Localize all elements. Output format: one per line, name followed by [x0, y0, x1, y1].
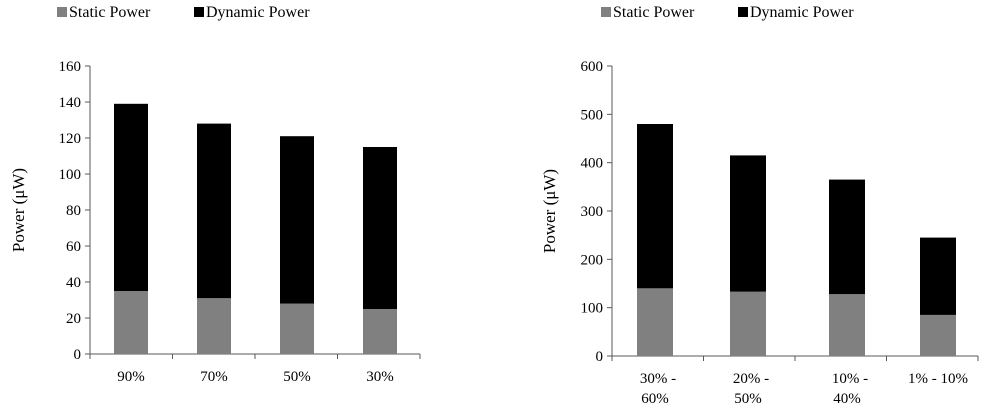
x-tick-label: 30%: [366, 369, 394, 385]
x-tick-label: 50%: [734, 391, 762, 407]
bar-dynamic-power: [829, 179, 865, 295]
legend-static-power-swatch: [601, 7, 611, 17]
y-tick-label: 120: [59, 131, 82, 147]
bar-static-power: [730, 291, 766, 356]
y-tick-label: 100: [59, 167, 82, 183]
legend-static-power-label: Static Power: [69, 4, 151, 21]
y-tick-label: 200: [581, 252, 604, 268]
y-axis-title: Power (μW): [540, 169, 559, 253]
bar-static-power: [920, 314, 956, 356]
bar-dynamic-power: [363, 147, 397, 309]
bar-dynamic-power: [637, 124, 673, 289]
x-tick-label: 10% -: [832, 371, 868, 387]
bar-dynamic-power: [280, 136, 314, 304]
x-tick-label: 50%: [283, 369, 311, 385]
y-tick-label: 600: [581, 59, 604, 75]
bar-dynamic-power: [114, 103, 148, 291]
legend-dynamic-power-swatch: [194, 7, 204, 17]
x-tick-label: 90%: [117, 369, 145, 385]
legend-dynamic-power-label: Dynamic Power: [750, 4, 854, 21]
bar-static-power: [363, 309, 397, 354]
y-tick-label: 60: [66, 239, 81, 255]
y-tick-label: 300: [581, 204, 604, 220]
bar-static-power: [637, 288, 673, 356]
bar-dynamic-power: [920, 237, 956, 315]
y-tick-label: 160: [59, 59, 82, 75]
y-tick-label: 0: [596, 349, 604, 365]
x-tick-label: 40%: [833, 391, 861, 407]
bar-static-power: [280, 303, 314, 354]
x-tick-label: 1% - 10%: [908, 371, 968, 387]
legend-dynamic-power-label: Dynamic Power: [206, 4, 310, 21]
y-tick-label: 40: [66, 275, 81, 291]
legend-static-power-label: Static Power: [613, 4, 695, 21]
bar-dynamic-power: [197, 123, 231, 299]
y-tick-label: 500: [581, 107, 604, 123]
y-tick-label: 100: [581, 301, 604, 317]
bar-static-power: [829, 294, 865, 356]
x-tick-label: 70%: [200, 369, 228, 385]
chart-right: Static Power Dynamic Power 0 100 200 300 400 50…: [540, 4, 979, 407]
chart-left: Static Power Dynamic Power 0 20 40 60 80 100 120…: [9, 4, 421, 385]
y-tick-label: 400: [581, 156, 604, 172]
y-axis-title: Power (μW): [9, 168, 28, 252]
legend-dynamic-power-swatch: [738, 7, 748, 17]
x-tick-label: 60%: [641, 391, 669, 407]
y-tick-label: 140: [59, 95, 82, 111]
y-tick-label: 0: [74, 347, 82, 363]
x-tick-label: 20% -: [733, 371, 769, 387]
bar-static-power: [114, 291, 148, 354]
x-tick-label: 30% -: [640, 371, 676, 387]
y-tick-label: 20: [66, 311, 81, 327]
y-tick-label: 80: [66, 203, 81, 219]
legend-static-power-swatch: [57, 7, 67, 17]
bar-dynamic-power: [730, 155, 766, 292]
bar-static-power: [197, 298, 231, 354]
